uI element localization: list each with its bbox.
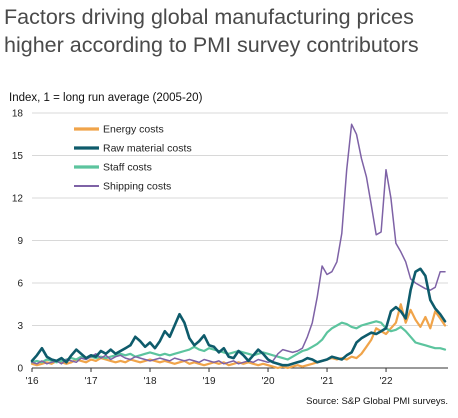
source-note: Source: S&P Global PMI surveys. bbox=[306, 396, 448, 407]
y-tick-label: 15 bbox=[12, 151, 24, 162]
x-tick-label: '21 bbox=[321, 376, 334, 387]
legend-label: Shipping costs bbox=[103, 181, 171, 193]
y-tick-label: 6 bbox=[17, 279, 23, 290]
chart-title: Factors driving global manufacturing pri… bbox=[4, 3, 454, 59]
legend-label: Energy costs bbox=[103, 124, 164, 136]
x-tick-label: '17 bbox=[84, 376, 97, 387]
y-tick-label: 0 bbox=[17, 364, 23, 375]
y-tick-label: 18 bbox=[12, 109, 24, 120]
x-tick-label: '18 bbox=[143, 376, 156, 387]
y-tick-label: 9 bbox=[17, 236, 23, 247]
x-tick-label: '16 bbox=[25, 376, 38, 387]
x-tick-label: '22 bbox=[380, 376, 393, 387]
x-axis: '16 '17 '18 '19 '20 '21 '22 bbox=[25, 367, 448, 387]
y-axis-label: Index, 1 = long run average (2005-20) bbox=[9, 92, 203, 104]
series-lines bbox=[30, 123, 447, 370]
x-tick-label: '19 bbox=[202, 376, 215, 387]
chart-title-line-1: Factors driving global manufacturing pri… bbox=[4, 5, 414, 29]
x-tick-label: '20 bbox=[262, 376, 275, 387]
chart-title-line-2: higher according to PMI survey contribut… bbox=[4, 33, 419, 57]
legend-label: Raw material costs bbox=[103, 143, 192, 155]
y-axis-ticks: 0 3 6 9 12 15 18 bbox=[12, 109, 24, 375]
legend-label: Staff costs bbox=[103, 162, 152, 174]
y-tick-label: 3 bbox=[17, 321, 23, 332]
gridlines bbox=[32, 112, 448, 326]
series-line-raw-material-costs bbox=[30, 267, 447, 367]
legend: Energy costs Raw material costs Staff cost… bbox=[74, 124, 192, 193]
series-line-shipping-costs bbox=[31, 123, 446, 365]
y-tick-label: 12 bbox=[12, 194, 24, 205]
